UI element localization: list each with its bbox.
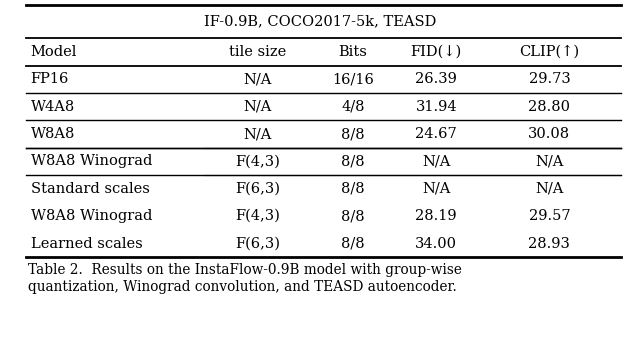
Text: W8A8: W8A8 xyxy=(31,127,75,141)
Text: W4A8: W4A8 xyxy=(31,100,75,114)
Text: IF-0.9B, COCO2017-5k, TEASD: IF-0.9B, COCO2017-5k, TEASD xyxy=(204,14,436,28)
Text: FID(↓): FID(↓) xyxy=(411,45,462,58)
Text: 29.73: 29.73 xyxy=(529,73,570,86)
Text: F(6,3): F(6,3) xyxy=(236,182,280,196)
Text: 31.94: 31.94 xyxy=(415,100,457,114)
Text: W8A8 Winograd: W8A8 Winograd xyxy=(31,155,152,168)
Text: W8A8 Winograd: W8A8 Winograd xyxy=(31,209,152,223)
Text: N/A: N/A xyxy=(244,73,272,86)
Text: FP16: FP16 xyxy=(31,73,69,86)
Text: F(4,3): F(4,3) xyxy=(236,209,280,223)
Text: 16/16: 16/16 xyxy=(332,73,374,86)
Text: N/A: N/A xyxy=(422,155,451,168)
Text: Bits: Bits xyxy=(339,45,367,58)
Text: 4/8: 4/8 xyxy=(341,100,365,114)
Text: 8/8: 8/8 xyxy=(341,237,365,250)
Text: 34.00: 34.00 xyxy=(415,237,458,250)
Text: Standard scales: Standard scales xyxy=(31,182,150,196)
Text: 30.08: 30.08 xyxy=(528,127,570,141)
Text: N/A: N/A xyxy=(244,100,272,114)
Text: CLIP(↑): CLIP(↑) xyxy=(519,45,579,58)
Text: 24.67: 24.67 xyxy=(415,127,457,141)
Text: 8/8: 8/8 xyxy=(341,155,365,168)
Text: 26.39: 26.39 xyxy=(415,73,457,86)
Text: Learned scales: Learned scales xyxy=(31,237,143,250)
Text: 28.93: 28.93 xyxy=(529,237,570,250)
Text: N/A: N/A xyxy=(244,127,272,141)
Text: N/A: N/A xyxy=(535,155,564,168)
Text: N/A: N/A xyxy=(422,182,451,196)
Text: N/A: N/A xyxy=(535,182,564,196)
Text: 8/8: 8/8 xyxy=(341,209,365,223)
Text: Table 2.  Results on the InstaFlow-0.9B model with group-wise
quantization, Wino: Table 2. Results on the InstaFlow-0.9B m… xyxy=(28,263,461,293)
Text: 29.57: 29.57 xyxy=(529,209,570,223)
Text: F(6,3): F(6,3) xyxy=(236,237,280,250)
Text: 8/8: 8/8 xyxy=(341,182,365,196)
Text: 28.19: 28.19 xyxy=(415,209,457,223)
Text: Model: Model xyxy=(31,45,77,58)
Text: tile size: tile size xyxy=(229,45,286,58)
Text: 8/8: 8/8 xyxy=(341,127,365,141)
Text: F(4,3): F(4,3) xyxy=(236,155,280,168)
Text: 28.80: 28.80 xyxy=(529,100,570,114)
